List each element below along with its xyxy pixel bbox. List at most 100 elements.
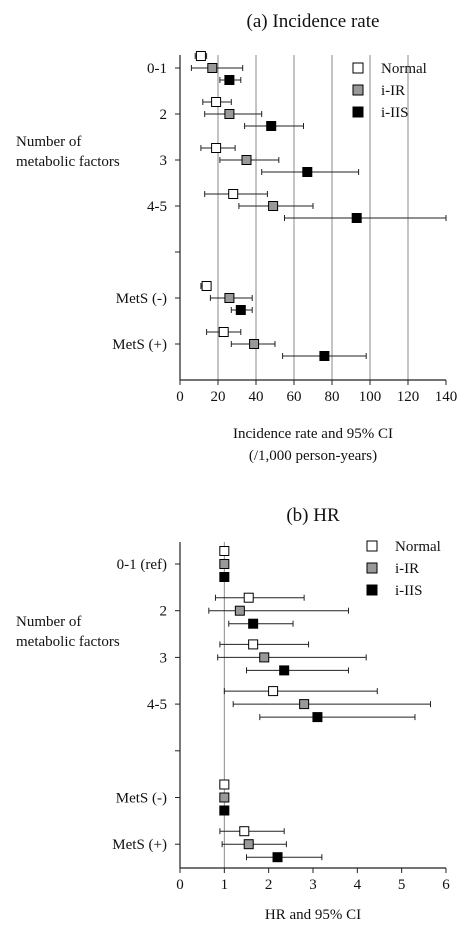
x-tick-label: 2 <box>265 877 273 893</box>
point-marker <box>219 572 230 582</box>
data-point <box>219 559 230 569</box>
data-point <box>219 805 230 816</box>
x-tick-label: 60 <box>287 389 302 405</box>
point-marker <box>249 339 260 349</box>
point-marker <box>239 826 250 837</box>
point-marker <box>218 327 229 337</box>
x-tick-label: 120 <box>397 389 420 405</box>
legend-label: i-IR <box>395 561 419 577</box>
x-tick-label: 0 <box>176 389 184 405</box>
legend: Normal i-IR i-IIS <box>366 539 441 599</box>
data-point <box>200 143 236 153</box>
data-points <box>208 546 431 863</box>
legend-swatch <box>366 562 378 574</box>
category-label: 2 <box>160 604 168 620</box>
point-marker <box>302 167 313 177</box>
data-point <box>219 639 310 650</box>
category-labels: 0-1 (ref) 2 3 4-5 MetS (-) MetS (+) <box>112 557 167 853</box>
legend-label: i-IR <box>381 83 405 99</box>
point-marker <box>266 121 277 131</box>
data-point <box>284 213 447 223</box>
category-label: MetS (+) <box>112 837 167 853</box>
y-axis-label: Number of metabolic factors <box>16 134 120 170</box>
legend-swatch <box>352 62 364 74</box>
x-tick-label: 80 <box>325 389 340 405</box>
point-marker <box>224 293 235 303</box>
x-tick-label: 40 <box>249 389 264 405</box>
data-point <box>246 665 349 676</box>
point-marker <box>241 155 252 165</box>
data-point <box>244 121 304 131</box>
y-axis-label-line-1: Number of <box>16 134 81 150</box>
x-tick-label: 4 <box>354 877 362 893</box>
category-label: 4-5 <box>147 697 167 713</box>
x-tick-label: 5 <box>398 877 406 893</box>
y-axis-label: Number of metabolic factors <box>16 614 120 650</box>
data-points <box>190 51 447 361</box>
point-marker <box>243 592 254 603</box>
x-tick-label: 1 <box>221 877 229 893</box>
data-point <box>206 327 242 337</box>
x-tick-label: 100 <box>359 389 382 405</box>
point-marker <box>201 281 212 291</box>
point-marker <box>272 852 283 863</box>
point-marker <box>224 109 235 119</box>
category-labels: 0-1 2 3 4-5 MetS (-) MetS (+) <box>112 61 167 353</box>
data-point <box>204 109 263 119</box>
point-marker <box>234 605 245 616</box>
legend-swatch <box>352 106 364 118</box>
data-point <box>214 592 305 603</box>
x-tick-label: 140 <box>435 389 458 405</box>
point-marker <box>228 189 239 199</box>
data-point <box>202 97 232 107</box>
point-marker <box>268 686 279 697</box>
legend-label: Normal <box>381 61 427 77</box>
category-label: MetS (-) <box>116 291 167 307</box>
point-marker <box>195 51 206 61</box>
category-label: 3 <box>160 650 168 666</box>
point-marker <box>219 792 230 803</box>
point-marker <box>299 699 310 710</box>
x-axis: 0 1 2 3 4 5 6 <box>175 542 450 893</box>
x-axis: 0 20 40 60 80 100 120 140 <box>175 55 457 405</box>
point-marker <box>219 559 230 569</box>
x-tick-label: 6 <box>442 877 450 893</box>
data-point <box>221 839 287 850</box>
x-axis-label-line-1: Incidence rate and 95% CI <box>233 426 393 442</box>
point-marker <box>279 665 290 676</box>
data-point <box>223 686 378 697</box>
panel-hazard-ratio: (b) HR 0-1 (ref) 2 3 4-5 MetS (-) MetS (+) Nu… <box>16 505 450 923</box>
category-label: MetS (-) <box>116 791 167 807</box>
data-point <box>238 201 314 211</box>
legend-swatch <box>366 540 378 552</box>
y-axis-label-line-2: metabolic factors <box>16 634 120 650</box>
y-axis-label-line-1: Number of <box>16 614 81 630</box>
point-marker <box>211 97 222 107</box>
data-point <box>228 618 294 629</box>
point-marker <box>248 639 259 650</box>
data-point <box>261 167 360 177</box>
point-marker <box>211 143 222 153</box>
legend-label: i-IIS <box>395 583 423 599</box>
data-point <box>219 572 230 582</box>
data-point <box>219 792 230 803</box>
data-point <box>208 605 349 616</box>
data-point <box>200 281 212 291</box>
category-label: 0-1 (ref) <box>117 557 167 573</box>
data-point <box>219 779 230 790</box>
data-point <box>219 546 230 556</box>
point-marker <box>312 712 323 723</box>
x-axis-label: HR and 95% CI <box>265 907 361 923</box>
data-point <box>259 712 416 723</box>
data-point <box>204 189 268 199</box>
legend: Normal i-IR i-IIS <box>352 61 427 121</box>
point-marker <box>248 618 259 629</box>
point-marker <box>224 75 235 85</box>
point-marker <box>351 213 362 223</box>
point-marker <box>268 201 279 211</box>
category-label: 0-1 <box>147 61 167 77</box>
point-marker <box>207 63 218 73</box>
data-point <box>219 155 280 165</box>
data-point <box>190 63 244 73</box>
